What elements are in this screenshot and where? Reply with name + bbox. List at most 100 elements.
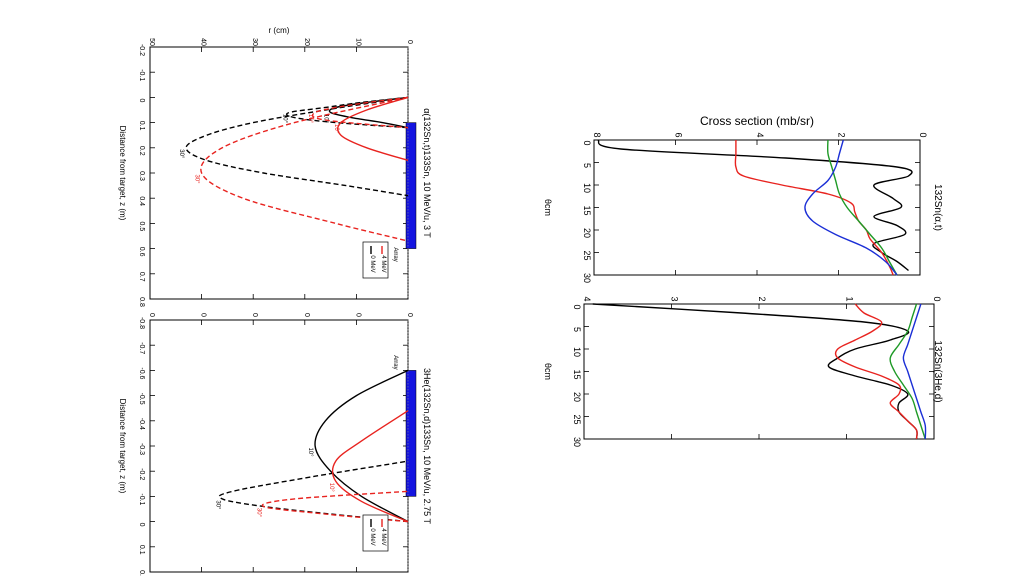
y-tick-label: 0 (406, 40, 413, 44)
x-axis-label: θcm (543, 199, 553, 216)
series-line-3 (889, 303, 926, 440)
x-tick-label: 5 (572, 327, 582, 332)
x-tick-label: 0.8 (138, 297, 145, 307)
x-tick-label: 0.1 (138, 545, 145, 555)
series-line-1 (597, 139, 913, 272)
series-line-2 (218, 460, 409, 523)
x-tick-label: 30 (582, 273, 592, 283)
chart-title: 132Sn(α,t) (932, 184, 943, 231)
x-tick-label: 0.6 (138, 247, 145, 257)
y-axis-label: r (cm) (269, 26, 290, 35)
y-tick-label: 10 (354, 38, 361, 46)
x-tick-label: 25 (582, 250, 592, 260)
y-tick-label: 30 (251, 38, 258, 46)
x-tick-label: -0.1 (138, 493, 145, 505)
x-tick-label: -0.6 (138, 367, 145, 379)
y-tick-label: 0 (354, 313, 361, 317)
x-tick-label: 15 (582, 205, 592, 215)
series-line-4 (902, 303, 927, 440)
chart-panel-4: 0 5 10 15 20 25 30 0 1 2 3 4 θcm 132Sn(3He,d) (543, 296, 943, 447)
y-tick-label: 20 (303, 38, 310, 46)
series-line-2 (734, 140, 894, 276)
x-tick-label: 0.2 (138, 570, 145, 576)
array-label: Array (392, 355, 398, 369)
x-tick-label: 0 (138, 523, 145, 527)
chart-panel-3: 0 5 10 15 20 25 30 0 2 4 6 8 θcm Cross section (mb/sr… (543, 114, 943, 283)
x-axis-label: Distance from target, z (m) (118, 399, 127, 494)
y-tick-label: 0 (251, 313, 258, 317)
x-tick-label: 25 (572, 414, 582, 424)
legend-label: 4 MeV (380, 528, 386, 545)
angle-label: 30° (194, 174, 200, 184)
x-axis-label: Distance from target, z (m) (118, 126, 127, 221)
y-tick-label: 0 (406, 313, 413, 317)
angle-label: 10° (307, 447, 313, 457)
x-tick-label: 0.1 (138, 121, 145, 131)
x-tick-label: -0.5 (138, 393, 145, 405)
angle-label: 10° (323, 114, 329, 124)
chart-title: α(132Sn,t)133Sn, 10 MeV/u, 3 T (422, 108, 432, 238)
series-line-6 (200, 96, 409, 242)
y-tick-label: 6 (674, 132, 684, 137)
y-tick-label: 0 (200, 313, 207, 317)
x-tick-label: 5 (582, 163, 592, 168)
series-line-4 (261, 490, 409, 523)
angle-label: 30° (214, 500, 220, 510)
y-tick-label: 8 (592, 132, 602, 137)
series-line-5 (311, 96, 409, 129)
x-tick-label: 0.2 (138, 146, 145, 156)
x-tick-label: -0.2 (138, 468, 145, 480)
x-tick-label: -0.1 (138, 69, 145, 81)
chart-title: 132Sn(3He,d) (932, 340, 943, 402)
detector-array (405, 370, 417, 497)
x-tick-label: -0.3 (138, 443, 145, 455)
chart-title: 3He(132Sn,d)133Sn, 10 MeV/u, 2.75 T (422, 368, 432, 524)
legend-box (362, 514, 389, 552)
angle-label: 10° (328, 483, 334, 493)
angle-label: 10° (281, 114, 287, 124)
x-tick-label: 0.4 (138, 196, 145, 206)
chart-panel-2: -0.8 -0.7 -0.6 -0.5 -0.4 -0.3 -0.2 -0.1 0 0.1 0.2 0… (118, 313, 432, 580)
legend-label: 4 MeV (380, 255, 386, 272)
x-tick-label: 10 (572, 347, 582, 357)
x-tick-label: 0.3 (138, 171, 145, 181)
y-tick-label: 0 (918, 132, 928, 137)
y-axis-label: Cross section (mb/sr) (700, 114, 814, 128)
plot-frame (593, 139, 921, 276)
x-tick-label: -0.8 (138, 317, 145, 329)
angle-label: 10° (333, 124, 339, 134)
series-line-3 (185, 96, 409, 197)
x-tick-label: 30 (572, 437, 582, 447)
y-tick-label: 40 (200, 38, 207, 46)
y-tick-label: 2 (757, 296, 767, 301)
x-axis-label: θcm (543, 363, 553, 380)
y-tick-label: 50 (148, 38, 155, 46)
x-tick-label: -0.4 (138, 418, 145, 430)
y-tick-label: 4 (755, 132, 765, 137)
y-tick-label: 4 (582, 296, 592, 301)
x-tick-label: -0.7 (138, 342, 145, 354)
legend-label: 0 MeV (369, 528, 375, 545)
series-line-2 (834, 303, 918, 440)
x-tick-label: 0 (138, 98, 145, 102)
y-tick-label: 1 (845, 296, 855, 301)
y-tick-label: 0 (148, 313, 155, 317)
angle-label: 30° (178, 149, 184, 159)
series-line-3 (826, 139, 898, 276)
angle-label: 30° (256, 508, 262, 518)
x-tick-label: 0.5 (138, 222, 145, 232)
x-tick-label: 15 (572, 369, 582, 379)
series-line-4 (804, 139, 898, 276)
x-tick-label: -0.2 (138, 44, 145, 56)
legend-label: 0 MeV (369, 255, 375, 272)
x-tick-label: 20 (572, 392, 582, 402)
y-tick-label: 2 (837, 132, 847, 137)
chart-panel-1: -0.2 -0.1 0 0.1 0.2 0.3 0.4 0.5 0.6 0.7 0.8 0 10 20 30… (118, 26, 432, 307)
series-line-4 (337, 96, 409, 162)
x-tick-label: 20 (582, 228, 592, 238)
array-label: Array (392, 247, 398, 261)
detector-array (405, 122, 417, 249)
series-line-1 (314, 369, 409, 523)
